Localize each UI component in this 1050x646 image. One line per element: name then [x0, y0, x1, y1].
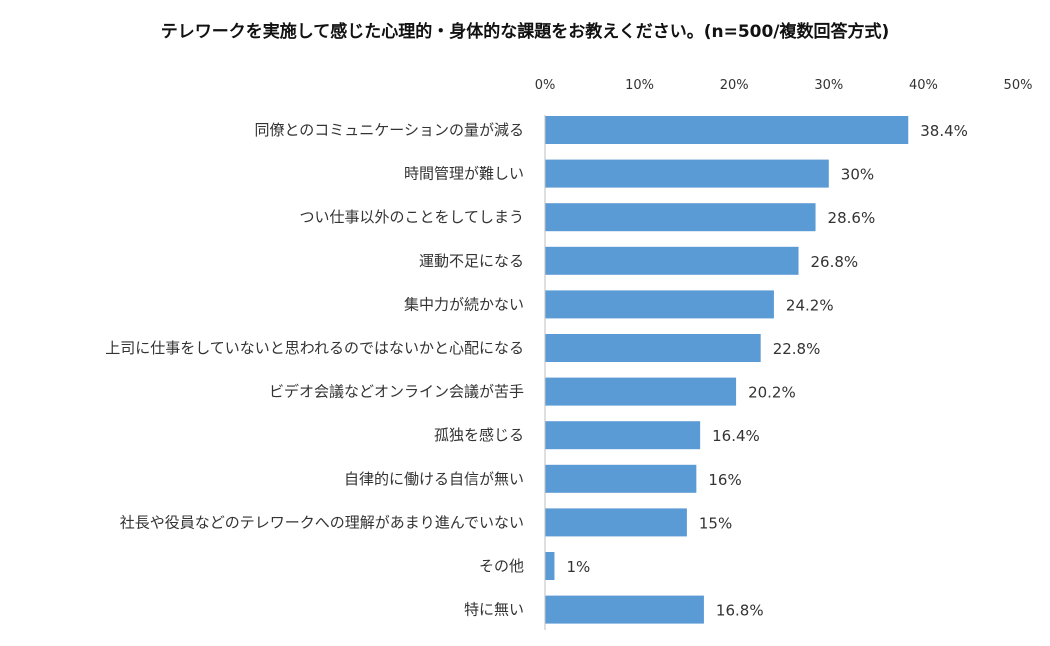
data-label: 20.2% [748, 384, 796, 402]
bar [545, 334, 761, 362]
data-label: 24.2% [786, 296, 834, 314]
category-label: 社長や役員などのテレワークへの理解があまり進んでいない [120, 513, 524, 531]
bar [545, 203, 816, 232]
bar [545, 290, 774, 319]
bar [545, 421, 701, 450]
chart-title: テレワークを実施して感じた心理的・身体的な課題をお教えください。(n=500/複… [160, 22, 890, 42]
category-label: 自律的に働ける自信が無い [344, 470, 524, 488]
data-label: 15% [699, 514, 732, 532]
bar [545, 246, 799, 275]
category-label: 時間管理が難しい [404, 165, 524, 183]
data-label: 26.8% [811, 253, 859, 271]
bar [545, 508, 687, 537]
bar [545, 595, 704, 624]
bar [545, 464, 697, 493]
category-label: 同僚とのコミュニケーションの量が減る [254, 121, 524, 139]
data-label: 38.4% [920, 122, 968, 140]
data-label: 16.8% [716, 602, 764, 620]
bar [545, 116, 909, 144]
x-tick-label: 30% [814, 78, 843, 93]
category-label: つい仕事以外のことをしてしまう [299, 208, 524, 226]
category-label: 運動不足になる [419, 252, 524, 270]
x-tick-label: 20% [720, 78, 749, 93]
data-label: 28.6% [828, 209, 876, 227]
data-label: 1% [566, 558, 590, 576]
bar [545, 377, 737, 406]
category-label: 孤独を感じる [434, 426, 524, 444]
data-label: 16.4% [712, 427, 760, 445]
bar [545, 159, 829, 188]
bar [545, 552, 555, 580]
category-label: その他 [479, 557, 524, 575]
category-label: 特に無い [464, 601, 524, 619]
data-label: 30% [841, 166, 874, 184]
data-label: 22.8% [773, 340, 821, 358]
x-tick-label: 10% [625, 78, 654, 93]
x-tick-label: 0% [535, 78, 556, 93]
data-label: 16% [708, 471, 741, 489]
x-tick-label: 50% [1004, 78, 1033, 93]
category-label: 上司に仕事をしていないと思われるのではないかと心配になる [105, 339, 524, 357]
category-label: 集中力が続かない [404, 295, 524, 313]
x-tick-label: 40% [909, 78, 938, 93]
category-label: ビデオ会議などオンライン会議が苦手 [269, 383, 524, 401]
